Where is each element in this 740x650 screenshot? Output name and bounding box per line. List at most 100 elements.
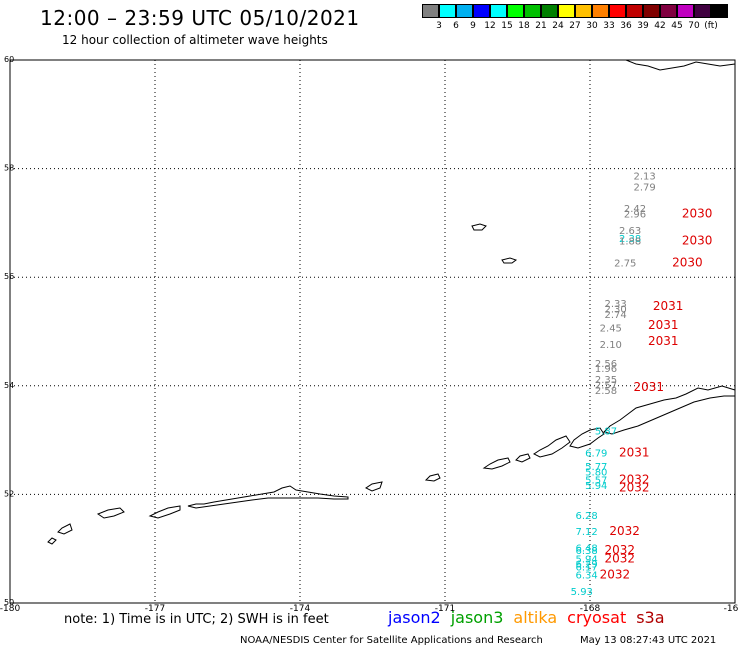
pass-time-label: 2030 [682, 206, 713, 220]
pass-time-label: 2031 [619, 445, 650, 459]
legend-entry: jason2 [388, 608, 441, 627]
coastline-rat-islands [187, 485, 349, 509]
wave-height-value: 2.38 [619, 234, 641, 245]
pass-time-label: 2032 [605, 543, 636, 557]
wave-height-value: 2.35 [595, 375, 617, 386]
coastline-st-paul [471, 223, 487, 231]
scale-swatch [694, 4, 711, 18]
coastline-atka [482, 457, 511, 470]
scale-swatch [626, 4, 643, 18]
coastline-tanaga [365, 481, 383, 492]
legend-entry: cryosat [567, 608, 627, 627]
scale-tick-label: 24 [552, 21, 564, 31]
wave-height-value: 5.77 [585, 462, 607, 473]
pass-time-label: 2031 [653, 299, 684, 313]
scale-tick-label: 39 [637, 21, 649, 31]
scale-tick-label: 36 [620, 21, 632, 31]
footer-note: note: 1) Time is in UTC; 2) SWH is in fe… [64, 612, 329, 627]
wave-height-value: 6.34 [576, 571, 598, 582]
scale-swatch [643, 4, 660, 18]
x-tick-label: -174 [290, 604, 311, 614]
wave-height-value: 6.38 [576, 546, 598, 557]
pass-time-label: 2032 [609, 524, 640, 538]
wave-height-value: 2.74 [605, 310, 627, 321]
scale-tick-label: 27 [569, 21, 581, 31]
scale-tick-label: 9 [470, 21, 476, 31]
scale-tick-label: 21 [535, 21, 547, 31]
coastline-western-island [47, 537, 57, 545]
scale-swatch [677, 4, 694, 18]
scale-tick-label: 33 [603, 21, 615, 31]
wave-height-value: 2.56 [595, 359, 617, 370]
wave-height-observations: 2.132.79 2.422.96 2.632.381.88 2.75 2.332.30… [571, 171, 656, 597]
wave-height-value: 7.12 [576, 527, 598, 538]
coastline-unalaska [533, 435, 571, 458]
scale-swatch [524, 4, 541, 18]
scale-swatch [456, 4, 473, 18]
wave-height-value: 2.42 [624, 204, 646, 215]
scale-tick-label: (ft) [704, 21, 718, 31]
coastline-islands-of-four-mountains [515, 453, 531, 463]
wave-height-value: 2.45 [600, 324, 622, 335]
scale-swatch [490, 4, 507, 18]
wave-height-value: 6.79 [585, 448, 607, 459]
scale-swatch [558, 4, 575, 18]
y-tick-label: 56 [4, 272, 14, 281]
wave-height-value: 5.94 [576, 554, 598, 565]
pass-time-label: 2030 [682, 234, 713, 248]
scale-tick-label: 6 [453, 21, 459, 31]
wave-height-value: 2.13 [634, 171, 656, 182]
coastline [47, 59, 736, 545]
x-tick-label: -168 [580, 604, 601, 614]
scale-tick-label: 30 [586, 21, 598, 31]
scale-swatch [575, 4, 592, 18]
scale-swatch [439, 4, 456, 18]
wave-height-value: 2.58 [595, 386, 617, 397]
wave-height-value: 6.48 [576, 543, 598, 554]
wave-height-value: 5.80 [585, 467, 607, 478]
pass-time-label: 2032 [605, 551, 636, 565]
pass-time-label: 2031 [648, 318, 679, 332]
page-subtitle: 12 hour collection of altimeter wave hei… [62, 33, 328, 47]
scale-swatch [473, 4, 490, 18]
y-tick-label: 50 [4, 598, 14, 607]
wave-height-value: 5.93 [571, 587, 593, 598]
y-tick-label: 58 [4, 164, 14, 173]
scale-tick-label: 18 [518, 21, 530, 31]
wave-height-value: 2.63 [619, 226, 641, 237]
y-tick-label: 60 [4, 55, 14, 64]
y-axis-tick-labels: 60 58 56 54 52 50 [4, 55, 14, 607]
wave-height-value: 2.79 [634, 182, 656, 193]
pass-time-label: 2032 [619, 481, 650, 495]
wave-height-value: 2.10 [600, 340, 622, 351]
scale-tick-label: 3 [436, 21, 442, 31]
wave-height-value: 1.88 [619, 237, 641, 248]
scale-tick-label: 42 [654, 21, 666, 31]
scale-swatch [507, 4, 524, 18]
x-axis-tick-labels: -180 -177 -174 -171 -168 -16 [0, 604, 739, 614]
scale-swatch [541, 4, 558, 18]
map-frame [9, 59, 736, 604]
y-tick-label: 54 [4, 381, 14, 390]
wave-height-value: 5.57 [585, 476, 607, 487]
wave-height-value: 5.94 [585, 481, 607, 492]
pass-time-label: 2032 [600, 568, 631, 582]
scale-tick-label: 15 [501, 21, 513, 31]
x-tick-label: -171 [435, 604, 455, 614]
pass-time-label: 2031 [634, 380, 665, 394]
wave-height-value: 6.29 [576, 560, 598, 571]
scale-tick-label: 12 [484, 21, 496, 31]
wave-height-value: 6.28 [576, 511, 598, 522]
scale-swatch [592, 4, 609, 18]
scale-swatch [660, 4, 677, 18]
pass-time-label: 2031 [648, 334, 679, 348]
x-tick-label: -180 [0, 604, 20, 614]
y-tick-label: 52 [4, 489, 14, 498]
wave-height-value: 2.75 [614, 258, 636, 269]
scale-tick-label: 70 [688, 21, 700, 31]
coastline-commander-islands [57, 523, 73, 535]
wave-height-value: 2.33 [605, 299, 627, 310]
pass-time-label: 2030 [672, 255, 703, 269]
coastline-attu [96, 507, 125, 519]
